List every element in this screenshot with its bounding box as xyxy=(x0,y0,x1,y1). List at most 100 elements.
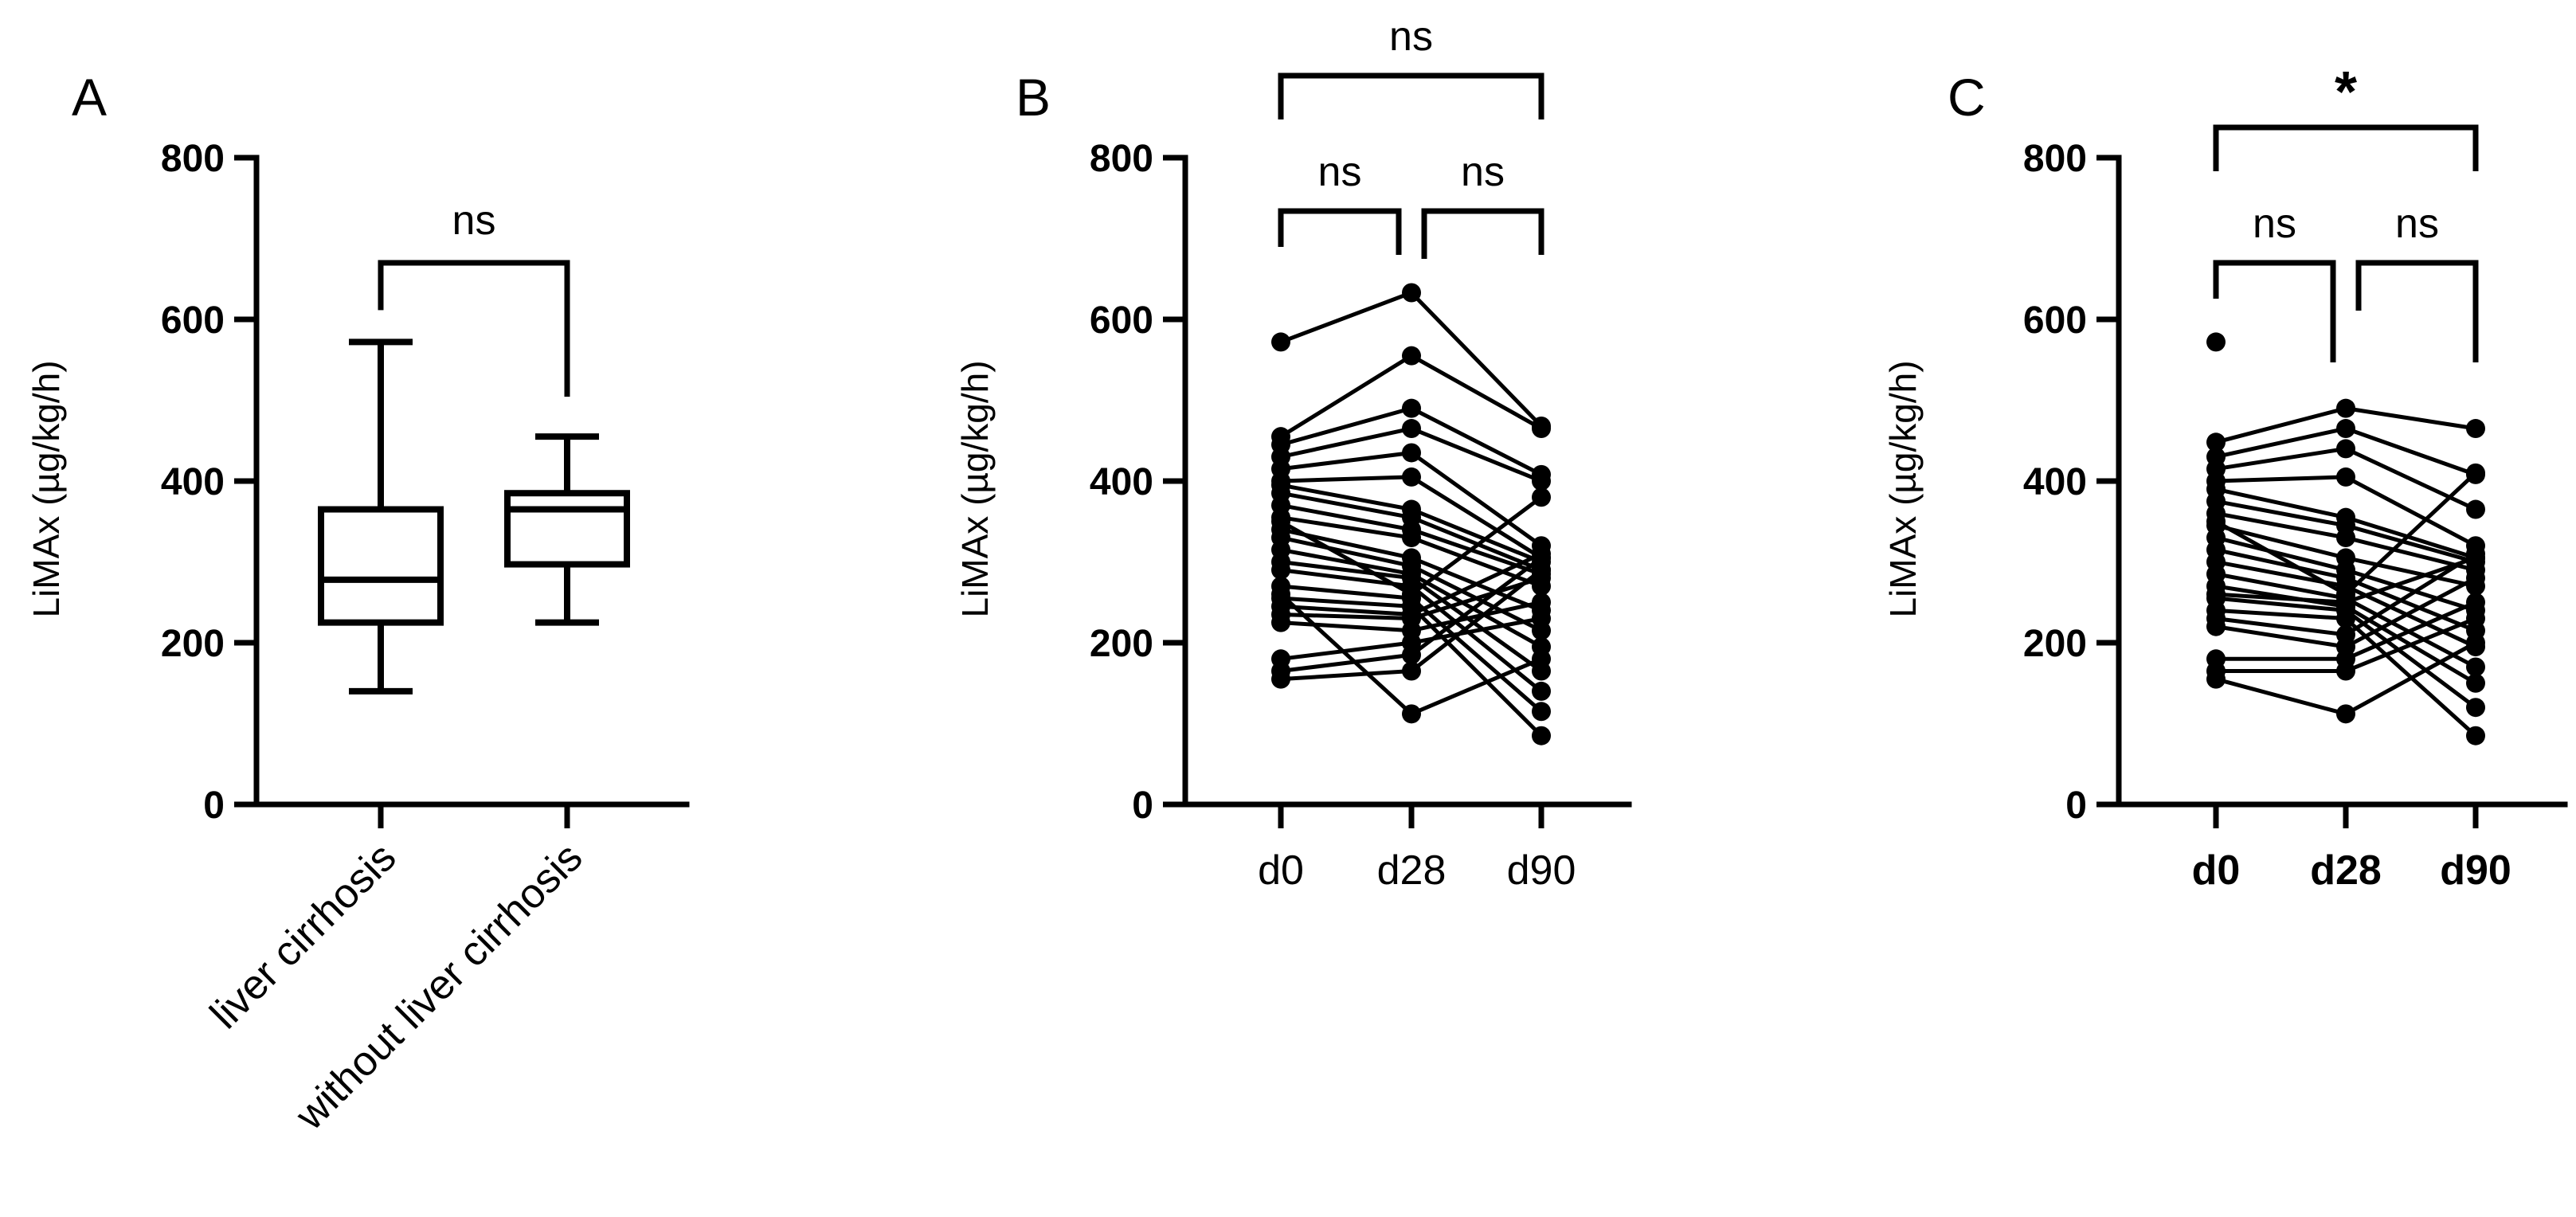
subject-line xyxy=(2345,616,2476,673)
subject-line xyxy=(2215,547,2347,581)
y-tick-label: 200 xyxy=(1090,623,1153,665)
subject-line xyxy=(1410,597,1543,714)
subject-line xyxy=(1410,552,1543,616)
data-point xyxy=(1402,419,1421,439)
subject-line xyxy=(1410,354,1543,431)
significance-bracket xyxy=(1421,208,1544,259)
subject-line xyxy=(1280,596,1412,608)
data-point xyxy=(1271,332,1290,352)
data-point xyxy=(2336,585,2355,605)
subject-line xyxy=(1280,450,1412,472)
subject-line xyxy=(1280,669,1412,682)
subject-line xyxy=(1279,354,1413,439)
significance-label: ns xyxy=(452,198,496,244)
panel-a: A 0 200 400 600 800 LiMAx (µg/kg/h) liver cirrh… xyxy=(25,68,690,1139)
data-point xyxy=(2466,657,2485,677)
subject-line xyxy=(1411,527,1542,577)
subject-line xyxy=(2345,556,2476,605)
subject-line xyxy=(1279,593,1413,716)
y-tick-label: 600 xyxy=(2023,299,2087,342)
y-tick-label: 0 xyxy=(1132,785,1153,827)
panel-letter: B xyxy=(1016,68,1051,127)
data-point xyxy=(1532,608,1551,628)
data-point xyxy=(1402,661,1421,681)
x-category-label: liver cirrhosis xyxy=(202,834,405,1038)
subject-line xyxy=(1280,515,1412,540)
subject-line xyxy=(1410,572,1543,649)
box xyxy=(318,506,444,626)
data-point xyxy=(2206,585,2226,605)
y-axis-label: LiMAx (µg/kg/h) xyxy=(1882,360,1924,617)
significance-label: ns xyxy=(1318,149,1362,195)
box xyxy=(504,490,630,568)
subject-line xyxy=(2215,446,2347,472)
subject-line xyxy=(1280,503,1412,532)
y-tick-label: 600 xyxy=(1090,299,1153,342)
data-point xyxy=(1271,511,1290,531)
subject-line xyxy=(2215,511,2347,540)
subject-line xyxy=(1280,483,1412,511)
subject-line xyxy=(2215,487,2347,520)
subject-line xyxy=(1410,576,1543,673)
y-tick-label: 0 xyxy=(203,785,225,827)
data-point xyxy=(2206,511,2226,531)
subject-line xyxy=(2215,572,2347,601)
data-point xyxy=(2336,528,2355,548)
data-point xyxy=(1271,585,1290,605)
significance-label: ns xyxy=(1461,149,1505,195)
data-point xyxy=(2466,463,2485,483)
subject-line xyxy=(1411,535,1542,589)
data-point xyxy=(2336,608,2355,628)
data-point xyxy=(2466,499,2485,519)
subject-line xyxy=(1280,491,1412,520)
y-axis-label: LiMAx (µg/kg/h) xyxy=(954,360,996,617)
panel-letter: C xyxy=(1948,68,1986,127)
subject-line xyxy=(2215,406,2347,444)
subject-line xyxy=(2215,677,2347,716)
significance-bracket xyxy=(378,260,570,397)
x-category-label: d90 xyxy=(1507,847,1576,894)
data-point xyxy=(2336,419,2355,439)
panel-b: B 0 200 400 600 800 LiMAx (µg/kg/h) d0 d28 d90 ns n… xyxy=(954,14,1632,894)
data-point xyxy=(2466,673,2485,693)
data-point xyxy=(2206,669,2226,689)
subject-line xyxy=(2345,426,2476,477)
subject-line xyxy=(2345,523,2476,564)
subject-line xyxy=(2215,616,2347,637)
subject-line xyxy=(2214,519,2347,597)
y-tick-label: 0 xyxy=(2065,785,2087,827)
subject-line xyxy=(1280,535,1412,569)
subject-line xyxy=(2215,596,2347,612)
data-point xyxy=(2466,608,2485,628)
subject-line xyxy=(1410,406,1543,477)
y-tick-label: 400 xyxy=(2023,461,2087,503)
subject-line xyxy=(2215,523,2347,560)
data-point xyxy=(2336,398,2355,418)
data-point xyxy=(1271,560,1290,580)
data-point xyxy=(1402,645,1421,665)
data-point xyxy=(1402,467,1421,487)
data-point xyxy=(1532,560,1551,580)
y-tick-label: 800 xyxy=(161,138,225,180)
y-tick-label: 200 xyxy=(2023,623,2087,665)
data-point xyxy=(1532,472,1551,491)
data-point xyxy=(1402,346,1421,366)
data-point xyxy=(2466,568,2485,588)
data-point xyxy=(2466,726,2485,745)
subject-line xyxy=(2344,447,2477,511)
data-point xyxy=(1271,669,1290,689)
data-point xyxy=(1532,726,1551,745)
data-point xyxy=(2206,432,2226,452)
data-point xyxy=(1402,585,1421,605)
subject-line xyxy=(1411,656,1542,716)
data-point xyxy=(2466,698,2485,718)
subject-line xyxy=(1280,652,1412,674)
subject-line xyxy=(2215,584,2347,608)
subject-line xyxy=(2345,515,2476,560)
subject-line xyxy=(2344,576,2477,649)
significance-bracket xyxy=(2213,124,2479,171)
y-tick-label: 600 xyxy=(161,299,225,342)
significance-bracket xyxy=(2355,260,2479,362)
data-point xyxy=(1532,702,1551,722)
